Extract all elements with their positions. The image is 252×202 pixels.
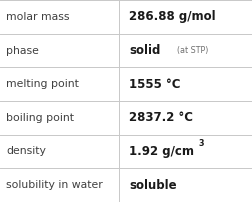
Text: solid: solid [129, 44, 161, 57]
Text: boiling point: boiling point [6, 113, 74, 123]
Text: density: density [6, 146, 46, 157]
Text: soluble: soluble [129, 179, 177, 192]
Text: solubility in water: solubility in water [6, 180, 103, 190]
Text: 286.88 g/mol: 286.88 g/mol [129, 10, 216, 23]
Text: molar mass: molar mass [6, 12, 70, 22]
Text: phase: phase [6, 45, 39, 56]
Text: 2837.2 °C: 2837.2 °C [129, 111, 193, 124]
Text: 1555 °C: 1555 °C [129, 78, 180, 91]
Text: 1.92 g/cm: 1.92 g/cm [129, 145, 194, 158]
Text: (at STP): (at STP) [177, 46, 208, 55]
Text: melting point: melting point [6, 79, 79, 89]
Text: 3: 3 [198, 139, 204, 148]
